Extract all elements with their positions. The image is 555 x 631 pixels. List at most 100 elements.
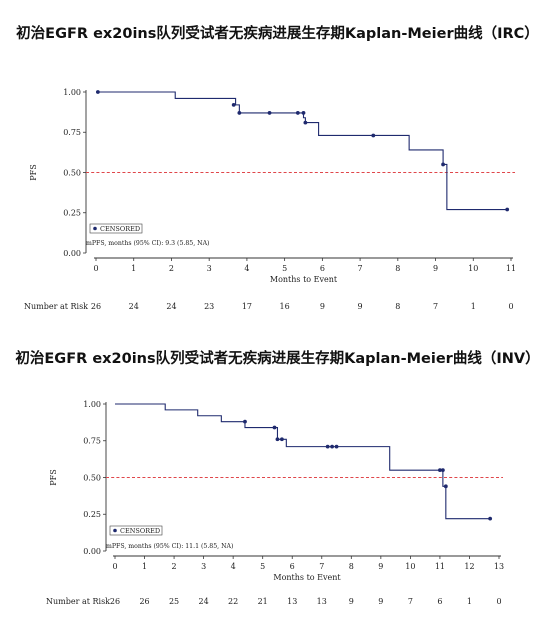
inv-y-tick-label: 0.00 xyxy=(83,547,101,556)
irc-x-tick-label: 2 xyxy=(169,264,174,273)
irc-x-tick-label: 1 xyxy=(131,264,136,273)
irc-legend-box xyxy=(89,223,143,234)
irc-x-tick-label: 4 xyxy=(244,264,249,273)
inv-censor-point xyxy=(243,419,247,424)
inv-censor-point xyxy=(325,444,330,449)
irc-risk-count: 0 xyxy=(508,302,513,311)
inv-censor-point xyxy=(330,444,335,449)
irc-survival-curve xyxy=(96,91,508,211)
irc-risk-count: 24 xyxy=(166,302,176,311)
irc-censor-point xyxy=(231,102,236,107)
inv-x-tick-label: 5 xyxy=(260,562,265,571)
inv-risk-count: 25 xyxy=(169,597,179,606)
irc-risk-count: 16 xyxy=(280,302,290,311)
inv-x-tick-label: 11 xyxy=(435,562,445,571)
irc-risk-count: 26 xyxy=(91,302,101,311)
inv-x-tick-label: 9 xyxy=(378,562,383,571)
inv-x-tick-label: 4 xyxy=(231,562,236,571)
inv-risk-count: 7 xyxy=(408,597,413,606)
irc-censor-point xyxy=(303,120,308,125)
inv-y-tick-label: 0.75 xyxy=(83,437,101,446)
inv-y-tick-label: 1.00 xyxy=(83,400,101,409)
inv-censor-point xyxy=(275,437,280,442)
irc-y-tick-label: 0.75 xyxy=(63,128,81,137)
irc-x-tick-label: 10 xyxy=(468,264,478,273)
inv-x-tick-label: 1 xyxy=(142,562,147,571)
inv-risk-count: 21 xyxy=(258,597,268,606)
irc-censor-point xyxy=(371,133,376,138)
irc-risk-label: Number at Risk xyxy=(24,302,88,311)
inv-risk-count: 1 xyxy=(467,597,472,606)
inv-legend-box xyxy=(109,525,163,536)
irc-risk-count: 9 xyxy=(358,302,363,311)
inv-x-tick-label: 13 xyxy=(494,562,504,571)
irc-mpfs-note: mPFS, months (95% CI): 9.3 (5.85, NA) xyxy=(86,240,209,247)
inv-legend-marker xyxy=(113,528,117,533)
irc-risk-count: 1 xyxy=(471,302,476,311)
irc-y-tick-label: 1.00 xyxy=(63,88,81,97)
inv-censor-point xyxy=(488,516,493,521)
inv-x-axis-label: Months to Event xyxy=(273,573,341,582)
inv-risk-count: 13 xyxy=(317,597,327,606)
inv-x-tick-label: 10 xyxy=(405,562,415,571)
inv-x-tick-label: 8 xyxy=(349,562,354,571)
irc-x-tick-label: 3 xyxy=(207,264,212,273)
inv-x-tick-label: 2 xyxy=(172,562,177,571)
inv-x-tick-label: 12 xyxy=(464,562,474,571)
inv-risk-label: Number at Risk xyxy=(46,597,110,606)
irc-censor-point xyxy=(295,111,300,115)
irc-x-tick-label: 8 xyxy=(395,264,400,273)
irc-x-tick-label: 11 xyxy=(506,264,516,273)
inv-risk-count: 24 xyxy=(199,597,209,606)
inv-mpfs-note: mPFS, months (95% CI): 11.1 (5.85, NA) xyxy=(106,543,233,550)
irc-x-tick-label: 6 xyxy=(320,264,325,273)
irc-risk-count: 9 xyxy=(320,302,325,311)
irc-censor-point xyxy=(95,90,100,94)
irc-risk-count: 17 xyxy=(242,302,252,311)
irc-y-axis-label: PFS xyxy=(29,164,38,180)
irc-risk-count: 7 xyxy=(433,302,438,311)
inv-y-tick-label: 0.25 xyxy=(83,510,101,519)
inv-risk-count: 6 xyxy=(437,597,442,606)
inv-risk-count: 0 xyxy=(496,597,501,606)
irc-risk-count: 23 xyxy=(204,302,214,311)
inv-y-axis-label: PFS xyxy=(49,469,58,485)
inv-risk-count: 13 xyxy=(287,597,297,606)
irc-censor-point xyxy=(267,111,272,115)
irc-legend-label: CENSORED xyxy=(100,225,140,233)
inv-censor-point xyxy=(334,444,339,449)
chart-2-title: 初治EGFR ex20ins队列受试者无疾病进展生存期Kaplan-Meier曲… xyxy=(15,351,540,367)
inv-risk-count: 26 xyxy=(139,597,149,606)
inv-censor-point xyxy=(279,437,284,442)
inv-censor-point xyxy=(272,425,277,430)
inv-x-tick-label: 0 xyxy=(112,562,117,571)
irc-x-tick-label: 0 xyxy=(93,264,98,273)
inv-censor-point xyxy=(443,484,448,489)
irc-y-tick-label: 0.50 xyxy=(63,168,81,177)
inv-y-tick-label: 0.50 xyxy=(83,473,101,482)
irc-censor-point xyxy=(301,111,306,115)
irc-legend-marker xyxy=(93,226,97,231)
irc-censor-point xyxy=(505,207,510,212)
inv-x-tick-label: 7 xyxy=(319,562,324,571)
inv-risk-count: 22 xyxy=(228,597,238,606)
inv-x-tick-label: 6 xyxy=(290,562,295,571)
irc-censor-point xyxy=(237,111,242,115)
inv-censor-point xyxy=(440,468,445,473)
inv-x-tick-label: 3 xyxy=(201,562,206,571)
irc-x-tick-label: 7 xyxy=(358,264,363,273)
irc-risk-count: 8 xyxy=(395,302,400,311)
inv-censor-point xyxy=(438,468,442,473)
irc-y-tick-label: 0.00 xyxy=(63,249,81,258)
irc-risk-count: 24 xyxy=(129,302,139,311)
inv-risk-count: 26 xyxy=(110,597,120,606)
irc-x-tick-label: 5 xyxy=(282,264,287,273)
irc-x-tick-label: 9 xyxy=(433,264,438,273)
irc-censor-point xyxy=(441,162,445,167)
inv-risk-count: 9 xyxy=(349,597,354,606)
inv-legend-label: CENSORED xyxy=(120,527,160,535)
km-chart-irc: 0.000.250.500.751.000 1 2 3 4 5 6 7 8 9 10 11Months… xyxy=(24,88,516,311)
irc-x-axis-label: Months to Event xyxy=(270,275,338,284)
inv-risk-count: 9 xyxy=(378,597,383,606)
